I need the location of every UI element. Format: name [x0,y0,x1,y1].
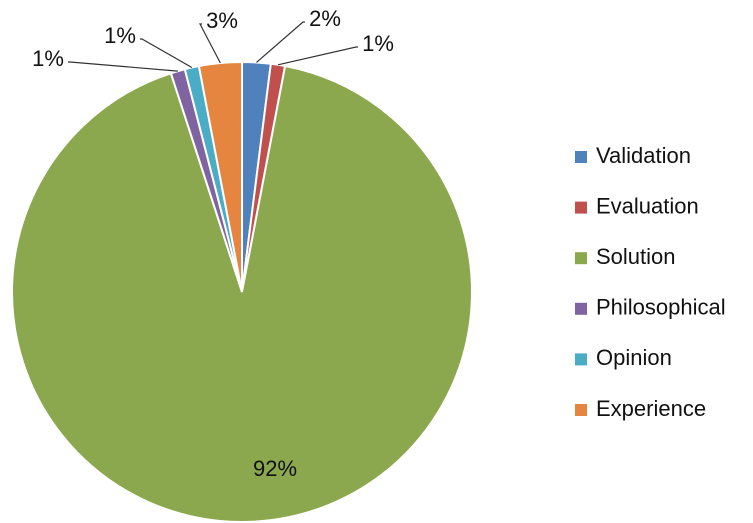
legend-swatch [575,353,587,366]
leader-line [277,46,358,66]
data-label: 1% [104,23,136,48]
legend-swatch [575,302,587,315]
leader-line [140,38,193,69]
legend-label: Evaluation [596,193,699,218]
data-label: 1% [32,46,64,71]
data-label: 2% [309,6,341,31]
data-label: 3% [206,8,238,33]
legend-swatch [575,404,587,416]
legend-label: Philosophical [596,295,726,320]
leader-line [256,21,305,63]
legend-swatch [575,201,587,214]
legend-label: Solution [596,244,676,269]
legend-swatch [575,252,587,265]
legend-label: Opinion [596,345,672,370]
legend-label: Validation [596,143,691,168]
leader-line [68,61,178,72]
data-label: 1% [362,31,394,56]
leader-line [199,23,221,64]
legend-swatch [575,151,587,163]
pie-slice [11,64,473,523]
data-label: 92% [253,456,297,481]
legend-label: Experience [596,396,706,421]
